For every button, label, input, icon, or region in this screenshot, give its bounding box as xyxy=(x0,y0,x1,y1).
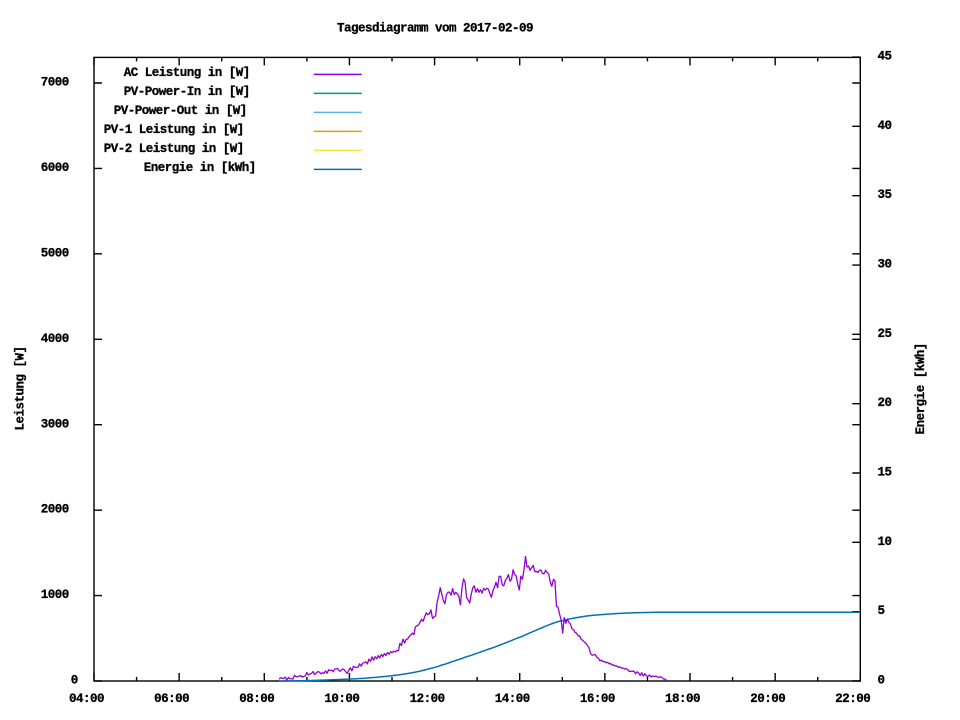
svg-text:08:00: 08:00 xyxy=(239,692,274,706)
svg-text:PV-Power-Out in [W]: PV-Power-Out in [W] xyxy=(114,104,247,118)
svg-text:7000: 7000 xyxy=(41,76,69,90)
svg-text:AC Leistung in [W]: AC Leistung in [W] xyxy=(124,66,250,80)
svg-text:1000: 1000 xyxy=(41,588,69,602)
svg-text:40: 40 xyxy=(878,119,892,133)
svg-text:22:00: 22:00 xyxy=(835,692,870,706)
svg-text:20:00: 20:00 xyxy=(750,692,785,706)
svg-text:25: 25 xyxy=(878,327,892,341)
svg-text:PV-2 Leistung in [W]: PV-2 Leistung in [W] xyxy=(104,142,244,156)
svg-text:6000: 6000 xyxy=(41,161,69,175)
svg-text:Energie [kWh]: Energie [kWh] xyxy=(914,343,928,434)
svg-text:5: 5 xyxy=(878,604,885,618)
svg-text:0: 0 xyxy=(71,674,78,688)
svg-text:45: 45 xyxy=(878,50,892,64)
svg-text:5000: 5000 xyxy=(41,246,69,260)
svg-text:Tagesdiagramm vom 2017-02-09: Tagesdiagramm vom 2017-02-09 xyxy=(337,21,533,35)
svg-text:4000: 4000 xyxy=(41,332,69,346)
svg-text:3000: 3000 xyxy=(41,417,69,431)
svg-text:06:00: 06:00 xyxy=(154,692,189,706)
svg-text:30: 30 xyxy=(878,258,892,272)
svg-text:2000: 2000 xyxy=(41,503,69,517)
svg-text:15: 15 xyxy=(878,466,892,480)
svg-text:12:00: 12:00 xyxy=(410,692,445,706)
svg-text:Leistung [W]: Leistung [W] xyxy=(13,346,27,430)
svg-text:PV-1 Leistung in [W]: PV-1 Leistung in [W] xyxy=(104,123,244,137)
svg-text:14:00: 14:00 xyxy=(495,692,530,706)
svg-text:35: 35 xyxy=(878,188,892,202)
svg-text:18:00: 18:00 xyxy=(665,692,700,706)
svg-text:0: 0 xyxy=(878,674,885,688)
svg-text:10:00: 10:00 xyxy=(324,692,359,706)
svg-text:PV-Power-In in [W]: PV-Power-In in [W] xyxy=(124,85,250,99)
svg-text:Energie in [kWh]: Energie in [kWh] xyxy=(144,161,256,175)
svg-text:20: 20 xyxy=(878,396,892,410)
svg-text:10: 10 xyxy=(878,535,892,549)
svg-text:04:00: 04:00 xyxy=(69,692,104,706)
svg-text:16:00: 16:00 xyxy=(580,692,615,706)
